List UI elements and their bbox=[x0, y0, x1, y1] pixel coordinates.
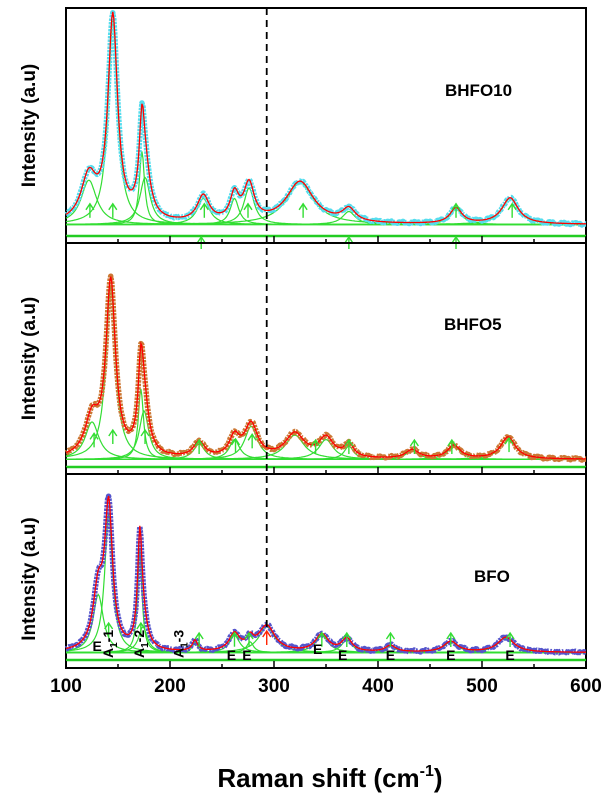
mode-arrow-435 bbox=[409, 438, 419, 454]
x-axis-label-close: ) bbox=[434, 763, 443, 793]
mode-arrow-127 bbox=[89, 432, 99, 448]
mode-label-10: E bbox=[505, 647, 514, 663]
mode-arrow-276 bbox=[244, 631, 254, 647]
panel-label: BHFO10 bbox=[445, 81, 512, 100]
mode-arrow-293 bbox=[262, 629, 272, 645]
mode-arrow-233 bbox=[199, 202, 209, 218]
mode-arrow-141 bbox=[104, 621, 114, 637]
y-axis-label: Intensity (a.u) bbox=[19, 517, 40, 641]
mode-arrow-526 bbox=[504, 436, 514, 453]
mode-arrow-412 bbox=[385, 631, 396, 647]
component-peak-473 bbox=[66, 445, 586, 460]
cumulative-fit bbox=[65, 11, 586, 225]
y-axis-label: Intensity (a.u) bbox=[19, 297, 40, 421]
mode-arrow-145 bbox=[108, 202, 118, 218]
mode-label-2: A1-2 bbox=[131, 630, 151, 658]
mode-arrow-346 bbox=[317, 631, 327, 647]
mode-arrow-228 bbox=[194, 631, 204, 647]
mode-label-1: A1-1 bbox=[100, 630, 120, 658]
x-tick-label: 600 bbox=[570, 676, 602, 697]
panels-group: Intensity (a.u) BHFO10 Intensity (a.u) BHFO… bbox=[19, 7, 588, 669]
mode-label-5: E bbox=[242, 647, 251, 663]
mode-arrow-328 bbox=[298, 202, 308, 218]
panel-0: Intensity (a.u) BHFO10 bbox=[19, 7, 588, 249]
component-peak-276 bbox=[66, 187, 586, 226]
mode-arrow-475 bbox=[451, 202, 461, 218]
mode-arrow-370 bbox=[342, 631, 352, 647]
mode-label-0: E bbox=[93, 638, 102, 654]
mode-label-8: E bbox=[386, 647, 395, 663]
x-tick-label: 400 bbox=[362, 676, 394, 697]
mode-arrow-471 bbox=[447, 438, 457, 454]
mode-arrow-172 bbox=[136, 621, 146, 637]
mode-arrow-470 bbox=[446, 631, 456, 647]
x-axis-label-main: Raman shift (cm bbox=[217, 763, 419, 793]
mode-arrow-279 bbox=[247, 433, 257, 449]
panel-label: BHFO5 bbox=[444, 315, 502, 334]
panel-1: Intensity (a.u) BHFO5 bbox=[19, 242, 588, 475]
mode-label-4: E bbox=[227, 647, 236, 663]
mode-arrow-340 bbox=[311, 438, 321, 454]
mode-label-6: E bbox=[313, 641, 322, 657]
cumulative-fit bbox=[65, 495, 586, 653]
mode-arrow-372 bbox=[344, 438, 354, 454]
mode-label-9: E bbox=[446, 647, 455, 663]
panel-label: BFO bbox=[474, 567, 510, 586]
x-axis: 100 200 300 400 500 600 bbox=[50, 676, 602, 697]
mode-arrow-176 bbox=[140, 428, 150, 444]
mode-label-7: E bbox=[338, 647, 347, 663]
component-peak-172 bbox=[66, 388, 586, 460]
x-tick-label: 500 bbox=[466, 676, 498, 697]
x-tick-label: 300 bbox=[258, 676, 290, 697]
component-peak-372 bbox=[66, 445, 586, 460]
mode-arrow-123 bbox=[85, 202, 95, 218]
x-axis-label-sup: -1 bbox=[420, 763, 434, 780]
x-axis-label: Raman shift (cm-1) bbox=[217, 763, 442, 793]
mode-arrow-262 bbox=[229, 631, 240, 647]
mode-arrow-145 bbox=[108, 428, 118, 444]
mode-label-3: A1-3 bbox=[171, 630, 191, 658]
mode-arrow-275 bbox=[243, 202, 253, 218]
mode-arrow-529 bbox=[507, 202, 517, 218]
mode-arrow-228 bbox=[194, 438, 204, 454]
y-axis-label: Intensity (a.u) bbox=[19, 64, 40, 188]
x-tick-label: 100 bbox=[50, 676, 82, 697]
component-peak-173 bbox=[66, 151, 586, 226]
mode-arrow-263 bbox=[230, 437, 241, 453]
x-tick-label: 200 bbox=[154, 676, 186, 697]
mode-arrow-527 bbox=[505, 631, 515, 647]
cumulative-fit bbox=[65, 276, 586, 460]
